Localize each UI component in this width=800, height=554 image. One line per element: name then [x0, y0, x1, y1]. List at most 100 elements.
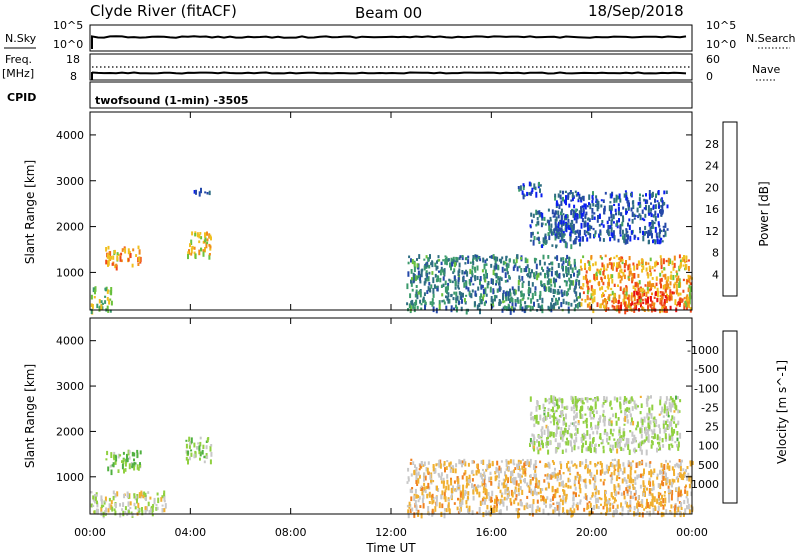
power-cell	[538, 181, 540, 187]
power-cell	[536, 217, 539, 221]
power-cell	[660, 259, 663, 265]
power-cell	[615, 223, 618, 227]
power-cell	[204, 247, 206, 253]
velocity-cell	[598, 444, 600, 447]
power-cell	[596, 219, 599, 223]
velocity-cell	[104, 496, 107, 502]
power-cell	[574, 238, 577, 244]
power-cell	[129, 253, 132, 258]
velocity-cell	[613, 438, 616, 441]
power-cell	[645, 267, 648, 272]
power-cell	[642, 235, 645, 242]
power-cell	[622, 206, 625, 210]
power-cell	[613, 203, 616, 206]
velocity-cell	[626, 415, 628, 419]
velocity-cell	[199, 457, 201, 461]
velocity-cell	[565, 482, 568, 488]
velocity-cell	[519, 473, 522, 477]
power-cell	[101, 302, 104, 305]
velocity-cell	[646, 428, 649, 435]
power-cell	[411, 288, 414, 292]
velocity-cell	[415, 494, 418, 499]
velocity-cell	[538, 441, 540, 447]
velocity-cell	[513, 499, 516, 505]
velocity-cell	[631, 431, 634, 437]
velocity-cell	[549, 414, 551, 419]
power-cell	[674, 281, 677, 286]
velocity-cell	[444, 489, 447, 493]
velocity-cell	[613, 501, 616, 504]
power-cell	[527, 280, 530, 286]
power-cell	[132, 248, 135, 252]
velocity-cell	[573, 415, 575, 421]
power-cell	[565, 226, 568, 233]
power-cell	[624, 301, 626, 307]
power-cell	[653, 307, 656, 312]
power-cell	[617, 284, 619, 287]
power-cell	[581, 298, 584, 301]
velocity-cell	[542, 403, 545, 409]
velocity-cell	[648, 477, 651, 482]
velocity-cell	[674, 441, 677, 444]
power-cell	[519, 299, 522, 305]
power-cell	[562, 298, 565, 305]
velocity-cell	[561, 449, 564, 454]
power-cell	[617, 210, 620, 216]
velocity-cell	[534, 460, 537, 465]
velocity-cell	[529, 463, 532, 468]
power-cell	[570, 227, 573, 234]
power-cell	[591, 197, 594, 201]
velocity-cell	[136, 464, 139, 470]
power-cell	[573, 204, 576, 209]
velocity-cell	[663, 408, 666, 414]
velocity-cell	[661, 494, 663, 500]
velocity-cell	[419, 505, 422, 508]
power-cell	[534, 291, 537, 296]
power-cell	[106, 305, 109, 310]
velocity-cell	[500, 493, 503, 498]
power-cell	[628, 224, 631, 230]
velocity-cell	[589, 441, 592, 446]
power-cell	[536, 231, 539, 235]
power-cell	[96, 303, 99, 309]
power-cell	[578, 210, 581, 215]
power-cell	[592, 263, 595, 267]
power-cell	[587, 285, 590, 291]
velocity-cell	[108, 503, 111, 509]
power-cell	[480, 293, 483, 298]
velocity-cell	[556, 421, 558, 425]
velocity-cell	[594, 398, 597, 402]
power-cell	[619, 234, 622, 237]
velocity-cell	[471, 469, 474, 474]
velocity-cell	[411, 490, 414, 494]
power-cell	[602, 199, 605, 203]
velocity-cell	[131, 512, 134, 517]
power-cell	[522, 293, 525, 300]
power-cell	[626, 304, 629, 309]
power-cell	[577, 296, 580, 299]
power-cell	[474, 301, 476, 306]
power-cell	[408, 255, 411, 259]
power-cell	[442, 299, 445, 303]
power-cell	[652, 283, 655, 287]
power-cell	[570, 199, 573, 202]
power-cell	[119, 256, 122, 262]
velocity-cell	[197, 442, 200, 445]
power-cell	[589, 279, 592, 283]
velocity-cell	[618, 463, 621, 469]
power-cell	[560, 302, 563, 308]
power-cell	[447, 292, 450, 298]
power-cell	[556, 202, 559, 206]
velocity-cell	[567, 484, 570, 489]
velocity-cell	[545, 424, 548, 429]
power-cell	[652, 239, 654, 244]
power-cell	[675, 278, 678, 284]
power-cell	[204, 236, 207, 242]
velocity-cell	[630, 441, 633, 445]
velocity-cell	[472, 485, 475, 490]
velocity-cell	[544, 474, 547, 477]
velocity-cell	[524, 472, 527, 477]
power-cell	[642, 307, 645, 311]
power-cell	[665, 300, 668, 303]
velocity-cell	[446, 460, 449, 463]
